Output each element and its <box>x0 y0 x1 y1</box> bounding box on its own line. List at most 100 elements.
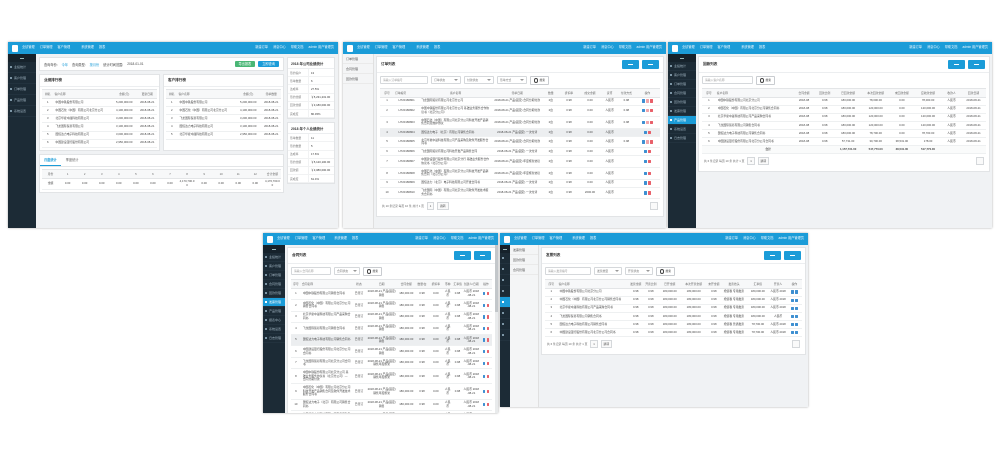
nav-item-performance[interactable]: 业绩管理 <box>514 236 527 241</box>
view-icon[interactable] <box>644 171 647 175</box>
page-next-button[interactable] <box>976 157 984 166</box>
submenu-item-contract[interactable]: 合同管理 <box>343 64 373 74</box>
view-icon[interactable] <box>642 140 645 144</box>
table-row[interactable]: 2 HT20180802 中国中铁股份有限公司北京分公司 基础业务服务合作协议书（北… <box>380 105 660 118</box>
sidebar-item-4[interactable] <box>500 297 510 308</box>
nav-item-customer[interactable]: 客户管理 <box>57 45 71 50</box>
view-icon[interactable] <box>791 290 794 294</box>
view-icon[interactable] <box>795 314 798 318</box>
table-row[interactable]: 4 国恒达力电子科技有限公司 3,100,000.00 2018-08-21 <box>166 122 281 132</box>
sidebar-item-0[interactable] <box>500 253 510 264</box>
sidebar-item-7[interactable]: 系统设置 <box>668 125 696 134</box>
page-go-button[interactable]: 跳转 <box>600 340 613 348</box>
sidebar-item-customer[interactable]: 客户管理 <box>8 73 36 84</box>
table-row[interactable]: 9 中国石化（中国）有限公司北京分公司科技开发产品销售合同及软件开发技术服务合同书… <box>291 383 492 400</box>
view-icon[interactable] <box>482 326 486 331</box>
sidebar-item-0[interactable]: 业绩统计 <box>263 253 285 262</box>
nav-item-customer[interactable]: 客户管理 <box>392 45 406 50</box>
table-row[interactable]: 8 中国中铁股份有限公司北京分公司 基础业务服务协议书（北京分公司）— 合同分期付… <box>291 368 492 385</box>
sidebar-item-9[interactable]: 日志管理 <box>263 334 285 343</box>
nav-item-report[interactable]: 报表 <box>352 236 359 241</box>
vertical-scrollbar[interactable] <box>495 245 498 413</box>
nav-message-center[interactable]: 消息中心 <box>926 45 940 50</box>
view-icon[interactable] <box>482 361 486 365</box>
page-next-button[interactable] <box>650 202 658 211</box>
filter-year-this[interactable]: 今年 <box>61 62 69 67</box>
submenu-item-contract[interactable]: 合同管理 <box>510 265 538 275</box>
view-icon[interactable] <box>795 306 798 310</box>
table-row[interactable]: 6 中国建设银行股份有限公司北京分公司合同书 2018-08 0.98 57,731.0… <box>702 137 986 146</box>
table-row[interactable]: 4 HT20180804 国恒达力电子（北京）有限公司销售合同书 2018-08-21… <box>380 128 660 137</box>
table-row[interactable]: 6 HT20180806 飞龙国际贸易有限公司科技开发产品销售合同 2018-08-2… <box>380 147 660 157</box>
view-icon[interactable] <box>644 191 647 195</box>
sidebar-item-5[interactable]: 发票管理 <box>263 298 285 307</box>
search-input[interactable]: 请输入客户名称 <box>702 76 753 85</box>
table-row[interactable]: 1 中国中铁股份有限公司北京分公司 2018-08 0.98 180,000.00 78,… <box>702 97 986 106</box>
view-icon[interactable] <box>482 292 486 296</box>
view-icon[interactable] <box>482 403 486 407</box>
delete-icon[interactable] <box>486 350 490 354</box>
nav-item-system[interactable]: 系统管理 <box>572 236 585 241</box>
nav-item-order[interactable]: 订单管理 <box>699 45 713 50</box>
sidebar-item-3[interactable]: 合同管理 <box>668 89 696 98</box>
search-button[interactable]: 搜索 <box>530 76 549 85</box>
sidebar-item-6[interactable]: 产品管理 <box>263 307 285 316</box>
table-row[interactable]: 3 HT20180803 中国石化（中国）有限公司北京分公司科技开发产品销售合同及维… <box>380 116 660 129</box>
nav-new-order[interactable]: 新建订单 <box>725 236 738 241</box>
filter-range-value[interactable]: 2018-01-01 <box>127 62 144 67</box>
table-row[interactable]: 5 国恒达力电子科技有限公司销售合同书 已签订 2018-08-21 产品(固定)销售… <box>291 334 492 347</box>
delete-icon[interactable] <box>648 150 651 154</box>
search-input[interactable]: 请输入发票编号 <box>545 267 591 276</box>
nav-help-docs[interactable]: 帮助文档 <box>944 45 958 50</box>
search-button[interactable]: 搜索 <box>756 76 775 85</box>
edit-icon[interactable] <box>646 109 649 113</box>
add-contract-button[interactable] <box>454 251 471 260</box>
sidebar-item-8[interactable]: 系统设置 <box>263 325 285 334</box>
table-row[interactable]: 4 飞龙国际贸易有限公司 3,100,000.00 2018-08-21 <box>42 122 157 132</box>
nav-item-performance[interactable]: 业绩管理 <box>22 45 35 50</box>
nav-item-order[interactable]: 订单管理 <box>374 45 388 50</box>
view-icon[interactable] <box>791 330 794 335</box>
view-icon[interactable] <box>482 374 486 379</box>
table-row[interactable]: 3 北京华夏中晟科技有限公司产品采购合同书 2018-08 0.98 180,000.0… <box>702 113 986 122</box>
sidebar-item-0[interactable]: 业绩统计 <box>668 62 696 71</box>
nav-item-customer[interactable]: 客户管理 <box>312 236 326 241</box>
sidebar-item-1[interactable] <box>500 264 510 275</box>
table-row[interactable]: 3 飞龙国际贸易有限公司 3,200,000.00 2018-08-21 <box>166 114 281 124</box>
submenu-item-invoice[interactable]: 发票管理 <box>510 245 538 255</box>
table-row[interactable]: 5 国恒达力电子科技有限公司销售合同书 2018-08 0.98 180,000.00 7… <box>702 129 986 138</box>
view-icon[interactable] <box>482 389 486 394</box>
nav-new-order[interactable]: 新建订单 <box>415 236 428 241</box>
table-row[interactable]: 1 中国中铁股份有限公司 5,200,000.00 2018-08-21 <box>166 98 281 108</box>
nav-user-menu[interactable]: admin 用户管理员 <box>308 45 334 50</box>
table-row[interactable]: 11北京华夏中晟科技有限公司产品采购及软件开发服务合同书已签订2018-08-2… <box>291 410 492 413</box>
search-input[interactable]: 请输入订单编号 <box>380 76 428 85</box>
sidebar-collapse-toggle[interactable] <box>668 54 696 62</box>
view-icon[interactable] <box>795 290 798 294</box>
order-status-select[interactable]: 订单状态 <box>431 76 461 85</box>
nav-help-docs[interactable]: 帮助文档 <box>618 45 632 50</box>
nav-user-menu[interactable]: admin 用户管理员 <box>778 236 804 241</box>
export-report-button[interactable]: 导出报表 <box>234 61 256 68</box>
delete-icon[interactable] <box>648 171 651 175</box>
sidebar-item-2[interactable]: 订单管理 <box>263 271 285 280</box>
sidebar-item-2[interactable] <box>500 275 510 286</box>
nav-item-report[interactable]: 报表 <box>759 45 766 50</box>
nav-item-customer[interactable]: 客户管理 <box>549 236 563 241</box>
view-icon[interactable] <box>644 150 647 154</box>
table-row[interactable]: 9 HT20180809 国恒达力（北京）电子科技有限公司开发合同书 2018-08-… <box>380 179 660 188</box>
tab-quarterly[interactable]: 季度统计 <box>65 158 79 163</box>
delete-icon[interactable] <box>648 130 651 134</box>
view-icon[interactable] <box>642 120 645 125</box>
nav-message-center[interactable]: 消息中心 <box>432 236 446 241</box>
invoice-status-select[interactable]: 开票状态 <box>625 267 653 276</box>
table-row[interactable]: 1 HT20180801 飞龙国际贸易有限公司北京分公司 2018-08-21 产品(… <box>380 97 660 106</box>
table-row[interactable]: 2 中国石化（中国）有限公司北京分公司销售合同书 2018-08 0.98 180,00… <box>702 105 986 114</box>
export-list-button[interactable] <box>642 60 659 69</box>
table-row[interactable]: 3 北京华夏中晟科技有限公司 3,200,000.00 2018-08-21 <box>42 114 157 124</box>
view-icon[interactable] <box>642 99 645 103</box>
table-row[interactable]: 2 中国石化（中国）有限公司北京分公司 4,100,000.00 2018-08-21 <box>42 106 157 116</box>
nav-item-report[interactable]: 报表 <box>99 45 106 50</box>
view-icon[interactable] <box>795 298 798 302</box>
view-icon[interactable] <box>791 306 794 310</box>
